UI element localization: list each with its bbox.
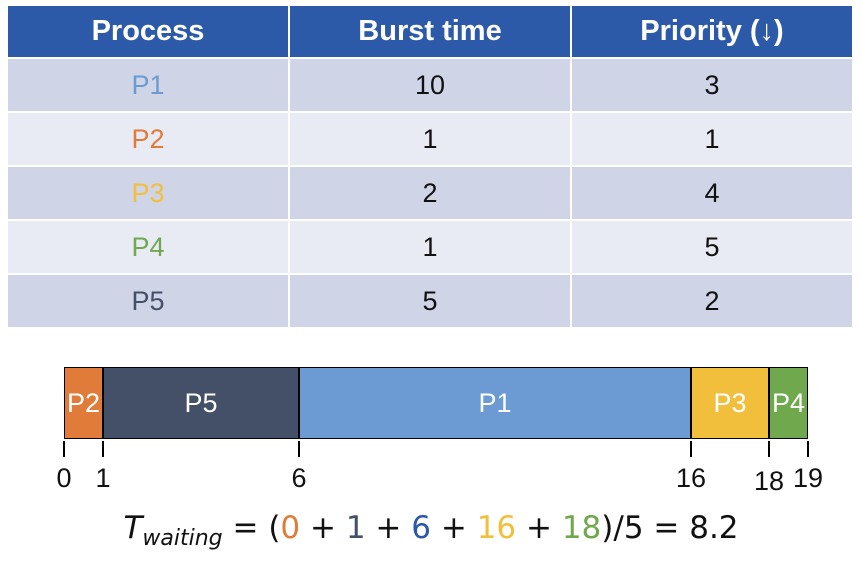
process-table: Process Burst time Priority (↓) P1 10 3 P2 1… — [6, 4, 854, 329]
cell-priority: 3 — [572, 59, 852, 111]
gantt-tick-label: 1 — [95, 463, 111, 493]
header-burst-time: Burst time — [290, 6, 570, 57]
formula-term: 6 — [411, 510, 431, 546]
cell-process: P3 — [8, 167, 288, 219]
cell-process: P1 — [8, 59, 288, 111]
gantt-segment-p1: P1 — [299, 367, 691, 439]
table-row: P2 1 1 — [8, 113, 852, 165]
cell-priority: 2 — [572, 275, 852, 327]
formula-plus: + — [516, 510, 562, 546]
cell-process: P4 — [8, 221, 288, 273]
cell-burst-time: 10 — [290, 59, 570, 111]
formula-term: 1 — [345, 510, 366, 546]
gantt-segment-p5: P5 — [103, 367, 299, 439]
cell-burst-time: 1 — [290, 221, 570, 273]
waiting-time-formula: Twaiting = (0 + 1 + 6 + 16 + 18)/5 = 8.2 — [0, 510, 862, 551]
formula-plus: + — [300, 510, 346, 546]
gantt-tick — [102, 441, 104, 457]
cell-priority: 5 — [572, 221, 852, 273]
formula-plus: + — [431, 510, 477, 546]
gantt-tick — [768, 441, 770, 457]
table-row: P1 10 3 — [8, 59, 852, 111]
header-process: Process — [8, 6, 288, 57]
table-row: P4 1 5 — [8, 221, 852, 273]
gantt-tick — [807, 441, 809, 457]
formula-term: 18 — [561, 510, 602, 546]
gantt-tick — [63, 441, 65, 457]
cell-burst-time: 2 — [290, 167, 570, 219]
formula-term: 0 — [280, 510, 301, 546]
formula-eq: = ( — [222, 510, 281, 546]
cell-priority: 1 — [572, 113, 852, 165]
gantt-tick — [298, 441, 300, 457]
cell-process: P5 — [8, 275, 288, 327]
gantt-segment-p3: P3 — [691, 367, 769, 439]
cell-burst-time: 1 — [290, 113, 570, 165]
gantt-segment-p4: P4 — [769, 367, 808, 439]
gantt-tick-label: 18 — [753, 466, 785, 496]
table-header-row: Process Burst time Priority (↓) — [8, 6, 852, 57]
formula-subscript: waiting — [142, 526, 223, 552]
cell-priority: 4 — [572, 167, 852, 219]
gantt-tick-label: 0 — [56, 463, 72, 493]
table-row: P5 5 2 — [8, 275, 852, 327]
header-priority: Priority (↓) — [572, 6, 852, 57]
cell-burst-time: 5 — [290, 275, 570, 327]
formula-terms: 0 + 1 + 6 + 16 + 18 — [280, 510, 601, 546]
gantt-tick — [690, 441, 692, 457]
cell-process: P2 — [8, 113, 288, 165]
gantt-tick-label: 19 — [792, 463, 824, 493]
formula-term: 16 — [476, 510, 517, 546]
formula-symbol: T — [123, 510, 143, 546]
gantt-tick-label: 16 — [675, 463, 707, 493]
gantt-segment-p2: P2 — [64, 367, 103, 439]
table-row: P3 2 4 — [8, 167, 852, 219]
gantt-tick-label: 6 — [291, 463, 307, 493]
formula-plus: + — [365, 510, 412, 546]
gantt-chart: P2 P5 P1 P3 P4 — [64, 367, 808, 441]
formula-tail: )/5 = 8.2 — [601, 510, 739, 546]
